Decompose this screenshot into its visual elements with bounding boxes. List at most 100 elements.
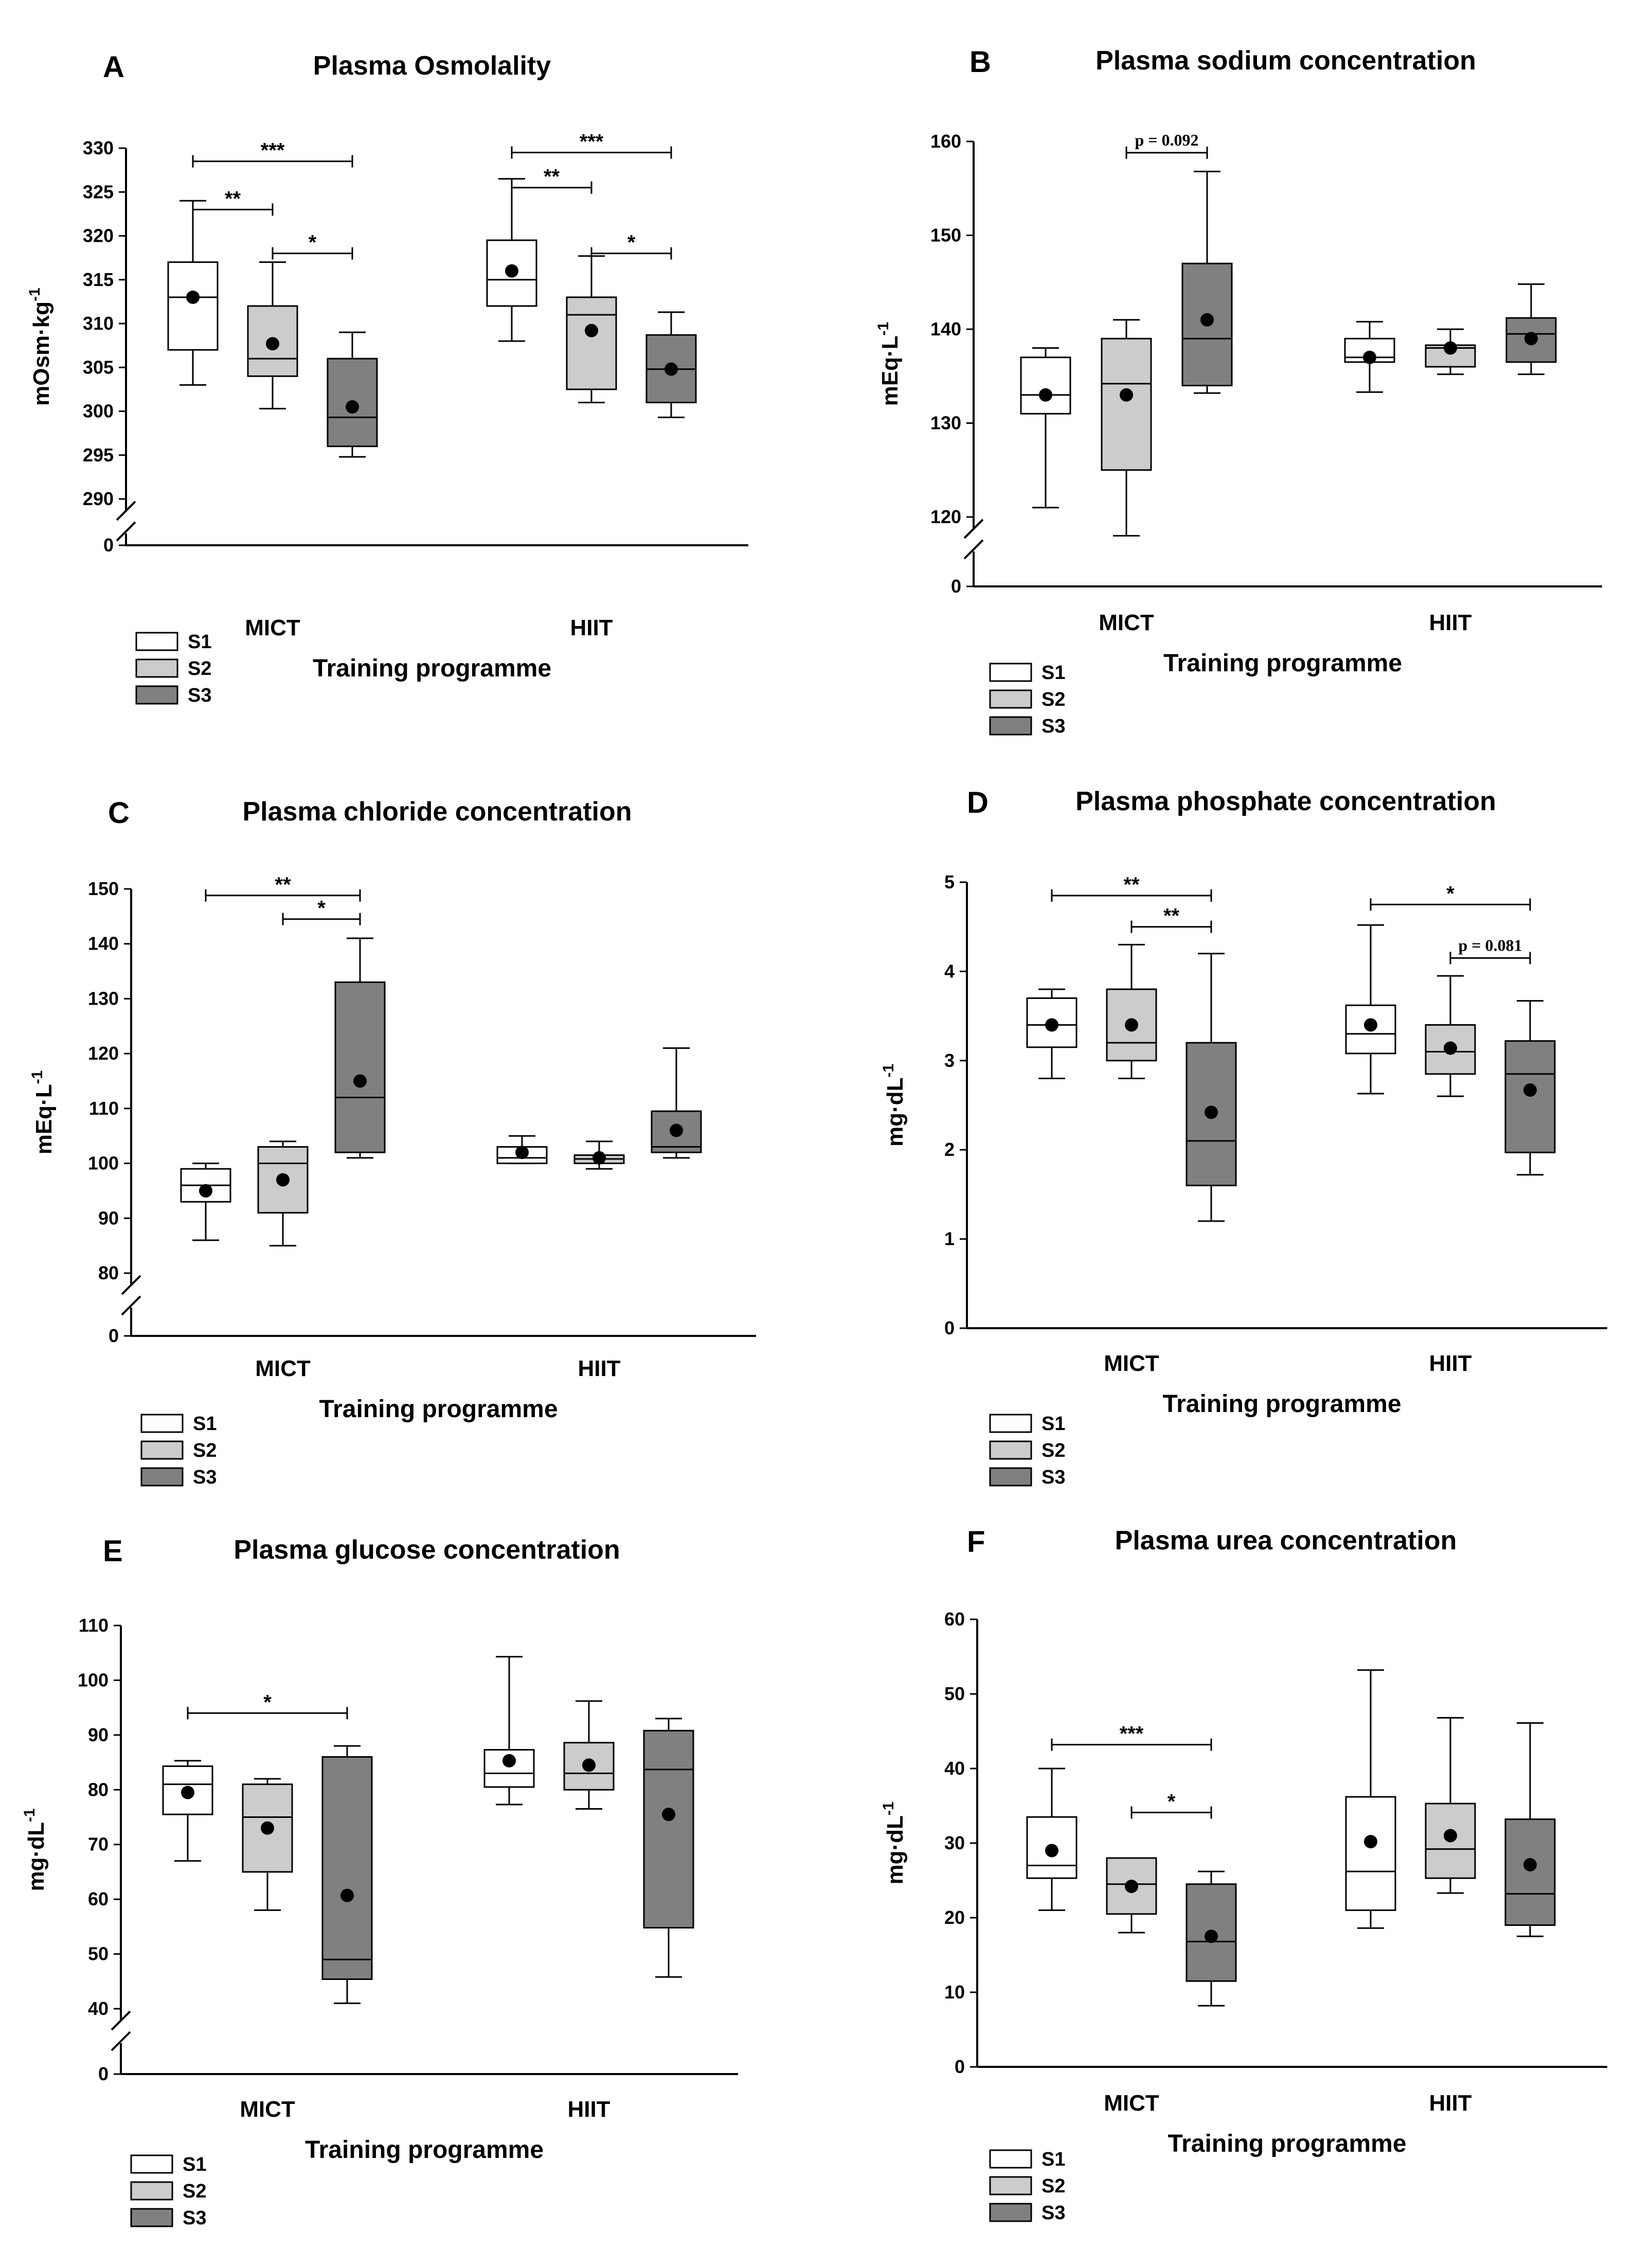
panel-title: Plasma urea concentration [1115,1526,1457,1556]
y-tick-label: 300 [83,401,114,422]
y-tick-label: 2 [944,1139,955,1160]
panel-title: Plasma Osmolality [313,51,551,81]
legend-label: S1 [188,631,211,653]
axis-break-mark [963,519,984,539]
legend-label: S2 [1042,2175,1065,2197]
significance-bracket: ** [192,187,274,216]
x-category-label: MICT [240,2097,295,2122]
box-s3-mict [1181,170,1233,394]
y-tick-label: 140 [930,318,961,340]
x-category-label: HIIT [578,1356,620,1381]
box-s1-mict [1026,988,1078,1079]
x-axis-label: Training programme [305,2136,544,2164]
box-s1-mict [180,1163,231,1241]
x-category-label: MICT [245,615,300,640]
y-tick-label: 20 [944,1907,965,1928]
panel-title: Plasma chloride concentration [242,797,632,827]
mean-marker [1523,1858,1537,1872]
y-tick-label: 330 [83,137,114,158]
y-tick-label: 0 [944,1317,955,1338]
y-tick-label: 90 [88,1724,109,1745]
legend-swatch [135,685,178,705]
chart-panel-c: C Plasma chloride concentration 0 80 90 100 11… [29,796,756,1488]
y-tick-label: 40 [88,1998,109,2019]
y-tick-label: 60 [88,1888,109,1909]
y-axis-label-text: mEq·L [877,335,903,406]
significance-label: ** [544,166,560,188]
legend-swatch [989,689,1032,709]
legend-swatch [989,663,1032,682]
significance-bracket: *** [192,139,353,168]
mean-marker [1045,1018,1058,1032]
y-axis-label-superscript: -1 [880,1064,897,1078]
box-s3-hiit [1504,1722,1556,1937]
y-tick-label: 305 [83,356,114,378]
box-s1-mict [1026,1767,1078,1911]
legend-label: S2 [1042,689,1065,710]
legend-label: S3 [1042,1467,1065,1488]
y-tick-label: 295 [83,444,114,466]
iqr-box [167,261,219,351]
box-s3-mict [327,331,378,458]
significance-bracket: ** [511,166,592,194]
y-axis-label-text: mg·dL [883,1078,908,1147]
panel-title: Plasma phosphate concentration [1075,787,1496,816]
iqr-box [566,296,617,390]
legend-swatch [130,2181,173,2201]
significance-label: p = 0.092 [1135,131,1198,149]
y-tick-label: 120 [930,506,961,527]
legend-swatch [989,716,1032,736]
box-s1-hiit [1345,924,1396,1095]
y-tick-label: 150 [930,225,961,246]
legend: S1 S2 S3 [135,631,211,706]
y-tick-label: 80 [98,1262,119,1283]
box-s2-mict [242,1778,293,1911]
chart-panel-b: B Plasma sodium concentration 0 120 130 140 15… [875,45,1602,737]
x-axis-label: Training programme [1163,650,1402,677]
box-s3-hiit [1504,1000,1556,1176]
y-tick-label: 110 [79,1615,109,1636]
x-axis-label: Training programme [1168,2130,1406,2157]
y-tick-label: 0 [103,534,114,556]
legend-label: S3 [1042,716,1065,737]
y-axis-label: mg·dL-1 [21,1808,49,1891]
box-s1-hiit [1344,320,1395,393]
significance-bracket: * [282,897,361,925]
iqr-box [1345,1796,1396,1912]
legend: S1 S2 S3 [989,1413,1065,1488]
mean-marker [1444,341,1457,355]
x-category-label: MICT [1099,610,1154,635]
panel-letter: A [103,50,124,84]
mean-marker [1363,350,1376,364]
x-category-label: HIIT [1429,2091,1471,2116]
significance-bracket: ** [205,873,361,902]
legend-swatch [140,1440,184,1460]
legend-label: S2 [193,1440,217,1461]
axis-break-mark [116,501,136,521]
y-axis-label-superscript: -1 [880,1801,897,1815]
mean-marker [505,264,518,278]
panel-letter: D [967,786,989,819]
box-s3-mict [1186,1870,1237,2007]
y-tick-label: 0 [951,576,961,597]
legend-label: S1 [1042,1413,1065,1435]
mean-marker [502,1754,516,1767]
y-tick-label: 80 [88,1779,109,1800]
mean-marker [1045,1844,1058,1858]
significance-label: * [309,231,317,254]
mean-marker [670,1123,683,1137]
box-s2-mict [257,1140,309,1247]
mean-marker [1125,1018,1138,1032]
mean-marker [1205,1105,1218,1119]
mean-marker [276,1173,290,1187]
x-category-label: HIIT [567,2097,610,2122]
y-tick-label: 130 [930,413,961,434]
significance-label: p = 0.081 [1458,936,1522,954]
y-tick-label: 160 [930,131,961,152]
legend: S1 S2 S3 [140,1413,217,1488]
significance-bracket: * [590,231,672,260]
legend-label: S2 [1042,1440,1065,1461]
y-axis-label-text: mEq·L [31,1084,57,1154]
legend-swatch [989,2203,1032,2222]
